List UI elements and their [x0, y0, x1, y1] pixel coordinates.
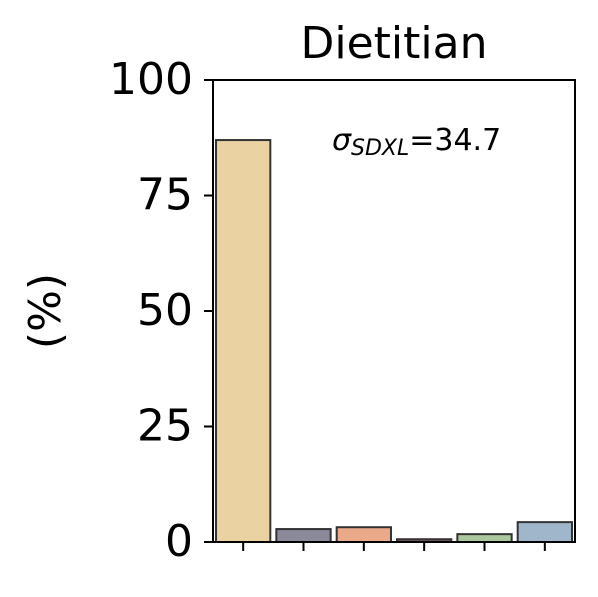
- bar: [275, 528, 332, 544]
- y-tick-label: 100: [109, 54, 193, 105]
- bar: [335, 526, 392, 544]
- y-tick-label: 25: [137, 401, 193, 452]
- chart-title: Dietitian: [301, 18, 488, 69]
- annotation-symbol: σ: [332, 123, 352, 158]
- y-tick-label: 50: [137, 285, 193, 336]
- plot-frame: [212, 79, 576, 543]
- bar: [215, 139, 272, 543]
- annotation-subscript: SDXL: [351, 136, 409, 161]
- y-axis-label: (%): [20, 273, 71, 349]
- annotation-text: =34.7: [409, 123, 501, 158]
- y-tick-label: 0: [165, 516, 193, 567]
- annotation: σSDXL=34.7: [332, 123, 501, 162]
- y-tick-label: 75: [137, 170, 193, 221]
- bar: [456, 533, 513, 543]
- bar: [516, 521, 573, 543]
